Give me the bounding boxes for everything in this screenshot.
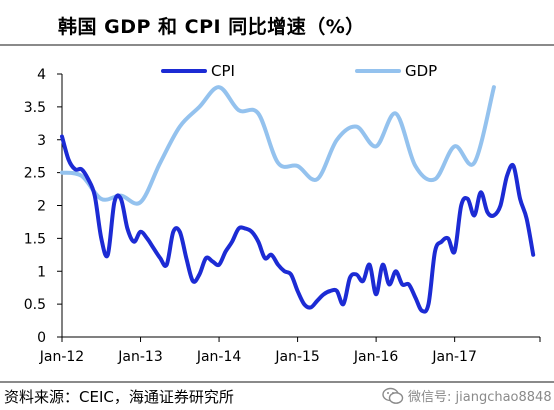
chart-legend: CPI GDP xyxy=(161,62,437,80)
chart-series xyxy=(60,85,536,314)
line-chart: 0 0.5 1 1.5 2 2.5 3 3.5 4 Jan-12 Jan-13 Jan-14 Jan-1… xyxy=(24,62,541,365)
source-note: 资料来源：CEIC，海通证券研究所 xyxy=(4,388,234,406)
series-line-gdp xyxy=(60,85,496,206)
y-tick-label: 4 xyxy=(37,67,46,83)
chart-title: 韩国 GDP 和 CPI 同比增速（%） xyxy=(58,16,365,38)
x-tick-label: Jan-16 xyxy=(353,349,399,365)
x-tick-label: Jan-17 xyxy=(431,349,476,365)
y-tick-label: 0 xyxy=(37,330,46,346)
x-tick-label: Jan-12 xyxy=(39,349,84,365)
x-tick-label: Jan-14 xyxy=(196,349,242,365)
legend-label-gdp: GDP xyxy=(405,62,437,80)
y-tick-label: 2.5 xyxy=(24,166,46,182)
wechat-icon xyxy=(382,387,404,404)
y-tick-label: 2 xyxy=(37,199,46,215)
y-tick-label: 0.5 xyxy=(24,297,46,313)
series-line-cpi xyxy=(60,134,536,314)
x-tick-label: Jan-15 xyxy=(274,349,319,365)
watermark-text: 微信号: jiangchao8848 xyxy=(408,390,552,405)
y-tick-label: 1 xyxy=(37,264,46,280)
x-tick-label: Jan-13 xyxy=(117,349,162,365)
y-tick-label: 3.5 xyxy=(24,100,46,116)
y-tick-label: 3 xyxy=(37,133,46,149)
y-tick-label: 1.5 xyxy=(24,231,46,247)
legend-label-cpi: CPI xyxy=(211,62,235,80)
chart-axes: 0 0.5 1 1.5 2 2.5 3 3.5 4 Jan-12 Jan-13 Jan-14 Jan-1… xyxy=(24,67,541,365)
header-rule xyxy=(0,44,554,46)
footer-rule xyxy=(0,381,554,383)
watermark: 微信号: jiangchao8848 xyxy=(382,386,552,405)
